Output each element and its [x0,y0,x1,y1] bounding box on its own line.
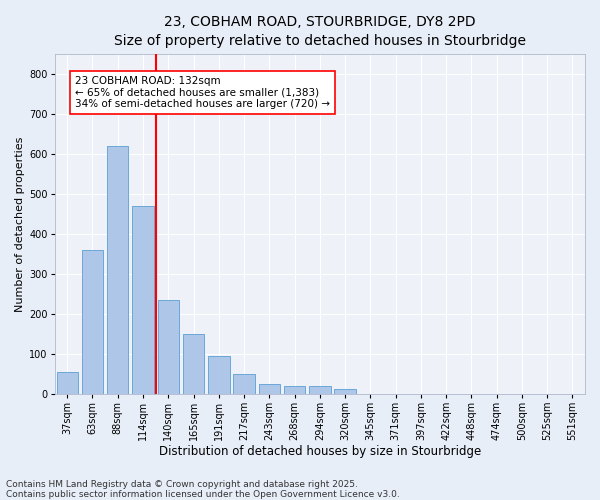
Bar [56,372,78,394]
Bar [82,250,103,394]
Bar [132,206,154,394]
Bar [259,384,280,394]
Bar [233,374,255,394]
X-axis label: Distribution of detached houses by size in Stourbridge: Distribution of detached houses by size … [158,444,481,458]
Bar [309,386,331,394]
Y-axis label: Number of detached properties: Number of detached properties [15,136,25,312]
Bar [107,146,128,394]
Bar [208,356,230,394]
Bar [334,388,356,394]
Text: 23 COBHAM ROAD: 132sqm
← 65% of detached houses are smaller (1,383)
34% of semi-: 23 COBHAM ROAD: 132sqm ← 65% of detached… [75,76,330,109]
Bar [158,300,179,394]
Text: Contains HM Land Registry data © Crown copyright and database right 2025.
Contai: Contains HM Land Registry data © Crown c… [6,480,400,499]
Bar [284,386,305,394]
Title: 23, COBHAM ROAD, STOURBRIDGE, DY8 2PD
Size of property relative to detached hous: 23, COBHAM ROAD, STOURBRIDGE, DY8 2PD Si… [114,15,526,48]
Bar [183,334,204,394]
